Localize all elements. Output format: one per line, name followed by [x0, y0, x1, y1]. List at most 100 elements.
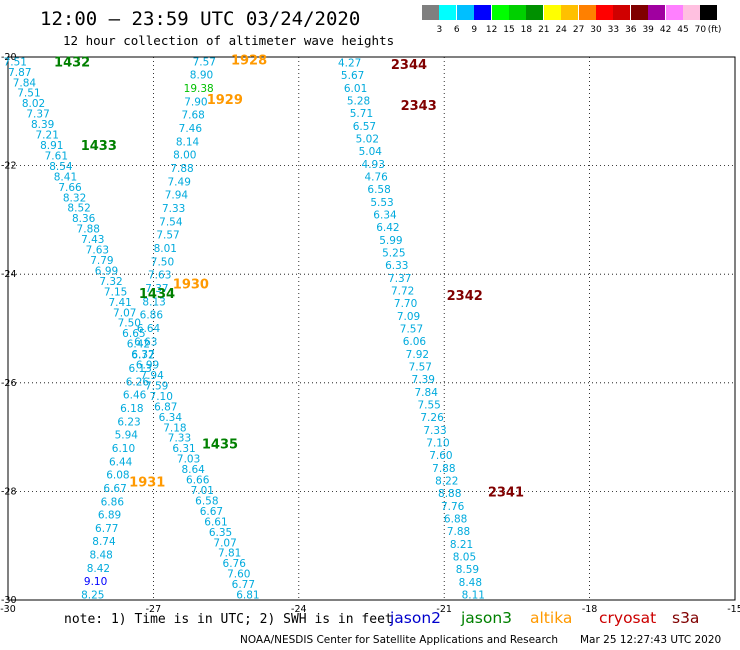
- wave-height-label: 6.87: [154, 401, 177, 413]
- wave-height-label: 8.13: [142, 296, 165, 308]
- wave-height-label: 6.89: [98, 510, 121, 522]
- wave-height-label: 7.63: [148, 270, 171, 282]
- wave-height-label: 7.81: [218, 548, 241, 560]
- wave-height-label: 6.61: [204, 516, 227, 528]
- wave-height-label: 8.52: [67, 203, 90, 215]
- wave-height-label: 7.59: [145, 380, 168, 392]
- wave-height-label: 7.09: [397, 311, 420, 323]
- legend-entry-jason3: jason3: [461, 609, 513, 627]
- plot-frame: [7, 56, 736, 601]
- x-tick-label: -15: [727, 604, 740, 615]
- wave-height-label: 6.01: [344, 83, 367, 95]
- wave-height-label: 5.71: [350, 108, 373, 120]
- color-scale-cell: [630, 5, 648, 20]
- wave-height-label: 6.42: [127, 339, 150, 351]
- wave-height-label: 7.88: [170, 163, 193, 175]
- wave-height-label: 4.93: [362, 159, 385, 171]
- wave-height-label: 7.33: [162, 203, 185, 215]
- wave-height-label: 7.84: [13, 77, 37, 89]
- wave-height-label: 7.94: [140, 370, 164, 382]
- color-scale-cell: [561, 5, 579, 20]
- wave-height-label: 6.65: [122, 328, 145, 340]
- pass-time-label: 1435: [202, 438, 238, 453]
- wave-height-label: 6.99: [136, 360, 159, 372]
- color-scale-cell: [683, 5, 700, 20]
- wave-height-label: 8.59: [456, 564, 479, 576]
- wave-height-label: 7.70: [394, 298, 417, 310]
- wave-height-label: 7.66: [58, 182, 82, 194]
- x-tick-label: -30: [0, 604, 16, 615]
- wave-height-label: 7.84: [415, 387, 439, 399]
- wave-height-label: 6.64: [137, 323, 161, 335]
- wave-height-label: 7.79: [90, 255, 113, 267]
- wave-height-label: 7.60: [227, 569, 250, 581]
- wave-height-label: 7.76: [441, 501, 465, 513]
- wave-height-label: 8.74: [92, 536, 116, 548]
- wave-height-label: 7.51: [4, 56, 27, 68]
- wave-height-label: 5.53: [370, 197, 393, 209]
- color-scale-label: 24: [555, 25, 567, 35]
- wave-height-label: 7.57: [400, 324, 423, 336]
- wave-height-label: 6.57: [353, 121, 376, 133]
- color-scale-cell: [456, 5, 474, 20]
- wave-height-label: 7.46: [179, 123, 203, 135]
- wave-height-label: 6.31: [172, 443, 195, 455]
- wave-height-label: 6.81: [236, 590, 259, 602]
- color-scale-label: 18: [520, 25, 533, 35]
- wave-height-label: 5.25: [382, 247, 405, 259]
- x-tick-label: -21: [436, 604, 452, 615]
- wave-height-label: 6.72: [131, 350, 154, 362]
- color-scale-cell: [491, 5, 509, 20]
- wave-height-label: 6.77: [95, 523, 118, 535]
- wave-height-label: 8.90: [190, 70, 213, 82]
- pass-time-label: 2343: [401, 99, 437, 114]
- wave-height-label: 7.41: [108, 297, 131, 309]
- wave-height-label: 7.88: [447, 526, 470, 538]
- wave-height-label: 7.37: [26, 109, 49, 121]
- wave-height-label: 8.14: [176, 136, 200, 148]
- color-scale-cell: [613, 5, 631, 20]
- wave-height-label: 6.86: [101, 496, 125, 508]
- color-scale-cell: [578, 5, 596, 20]
- wave-height-label: 8.48: [459, 577, 482, 589]
- wave-height-label: 6.76: [223, 558, 247, 570]
- wave-height-label: 6.88: [444, 514, 467, 526]
- legend-entry-cryosat: cryosat: [599, 609, 657, 627]
- wave-height-label: 7.49: [168, 176, 191, 188]
- wave-height-label: 5.04: [359, 146, 383, 158]
- y-tick-label: -30: [1, 595, 17, 606]
- wave-height-label: 7.07: [213, 537, 236, 549]
- wave-height-label: 7.68: [181, 110, 204, 122]
- wave-height-label: 8.05: [453, 552, 476, 564]
- wave-height-label: 5.67: [341, 70, 364, 82]
- wave-height-label: 6.58: [195, 495, 218, 507]
- pass-time-label: 1432: [54, 55, 90, 70]
- wave-height-label: 7.90: [184, 96, 207, 108]
- x-tick-label: -18: [582, 604, 598, 615]
- wave-height-label: 6.13: [128, 363, 151, 375]
- wave-height-label: 9.10: [84, 576, 107, 588]
- wave-height-label: 8.02: [22, 98, 45, 110]
- wave-height-label: 6.08: [106, 470, 129, 482]
- color-scale-cell: [543, 5, 561, 20]
- legend-entry-jason2: jason2: [390, 609, 442, 627]
- wave-height-label: 4.76: [364, 171, 388, 183]
- wave-height-label: 6.63: [134, 336, 157, 348]
- y-tick-label: -22: [1, 161, 17, 172]
- wave-height-label: 7.37: [145, 283, 168, 295]
- wave-height-label: 7.10: [426, 438, 449, 450]
- wave-height-label: 7.43: [81, 234, 104, 246]
- wave-height-label: 7.94: [165, 190, 189, 202]
- agency-footer: NOAA/NESDIS Center for Satellite Applica…: [240, 634, 558, 646]
- wave-height-label: 6.67: [103, 483, 126, 495]
- wave-height-label: 7.37: [388, 273, 411, 285]
- wave-height-label: 8.01: [154, 243, 177, 255]
- color-scale-cell: [422, 5, 439, 20]
- pass-time-label: 1433: [81, 139, 117, 154]
- y-tick-label: -24: [1, 269, 17, 280]
- wave-height-label: 8.32: [63, 192, 86, 204]
- y-tick-label: -26: [1, 378, 17, 389]
- pass-time-label: 2344: [391, 58, 427, 73]
- wave-height-label: 6.99: [95, 265, 118, 277]
